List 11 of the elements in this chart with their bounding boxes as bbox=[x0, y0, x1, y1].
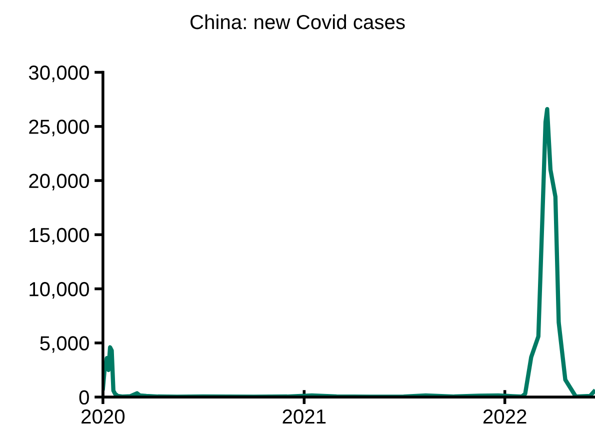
x-tick-label: 2022 bbox=[483, 409, 526, 424]
x-tick-label: 2021 bbox=[282, 409, 326, 424]
y-tick-label: 0 bbox=[79, 390, 89, 405]
x-tick-label: 2020 bbox=[82, 409, 125, 424]
chart-title: China: new Covid cases bbox=[190, 14, 405, 30]
y-tick-label: 5,000 bbox=[40, 336, 89, 353]
y-tick-label: 15,000 bbox=[30, 228, 89, 245]
y-tick-label: 30,000 bbox=[28, 66, 89, 82]
y-tick-label: 20,000 bbox=[29, 174, 89, 190]
y-tick-label: 10,000 bbox=[30, 282, 89, 299]
y-tick-label: 25,000 bbox=[29, 120, 89, 136]
